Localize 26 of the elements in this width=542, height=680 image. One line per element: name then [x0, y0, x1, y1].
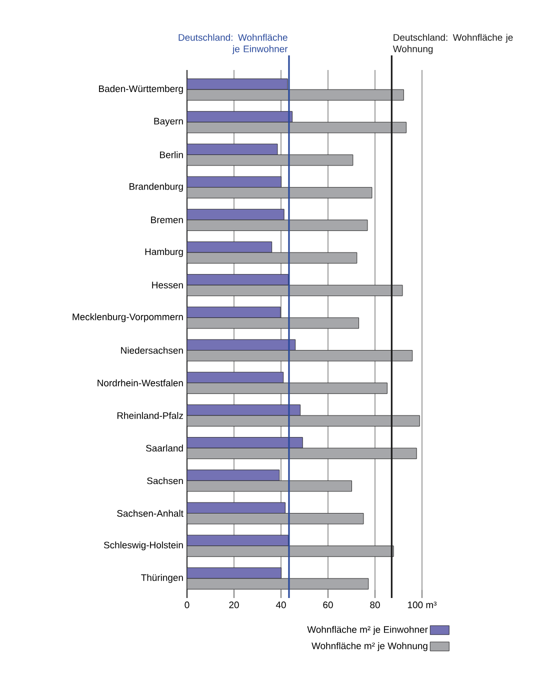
y-tick-label: Saarland — [146, 444, 183, 452]
x-tick-label: 20 — [229, 602, 239, 608]
ref-line-label: Deutschland: Wohnfläche je Einwohner — [178, 34, 288, 54]
y-tick-label: Berlin — [160, 151, 183, 158]
x-tick-label: 40 — [276, 602, 286, 608]
x-tick-label: 60 — [323, 602, 333, 608]
x-tick-label: 80 — [370, 602, 380, 608]
y-tick-label: Brandenburg — [130, 182, 183, 192]
y-tick-label: Sachsen — [147, 477, 183, 484]
y-tick-label: Thüringen — [141, 574, 183, 583]
y-tick-label: Mecklenburg-Vorpommern — [72, 313, 183, 322]
y-tick-label: Schleswig-Holstein — [104, 541, 183, 550]
legend-label: Wohnfläche m² je Wohnung — [312, 642, 428, 652]
y-tick-label: Rheinland-Pfalz — [117, 412, 183, 419]
x-tick-label: 100 m³ — [408, 602, 437, 608]
y-tick-label: Sachsen-Anhalt — [117, 510, 184, 517]
y-tick-label: Nordrhein-Westfalen — [98, 379, 183, 386]
legend-label: Wohnfläche m² je Einwohner — [307, 626, 428, 635]
y-tick-label: Hessen — [152, 282, 183, 288]
y-tick-label: Hamburg — [145, 248, 183, 257]
ref-line-label: Deutschland: Wohnfläche je Wohnung — [392, 34, 513, 54]
y-tick-label: Baden-Württemberg — [99, 85, 183, 94]
y-tick-label: Niedersachsen — [121, 346, 183, 354]
y-tick-label: Bremen — [151, 216, 183, 224]
x-tick-label: 0 — [184, 602, 190, 608]
y-tick-label: Bayern — [154, 118, 183, 126]
